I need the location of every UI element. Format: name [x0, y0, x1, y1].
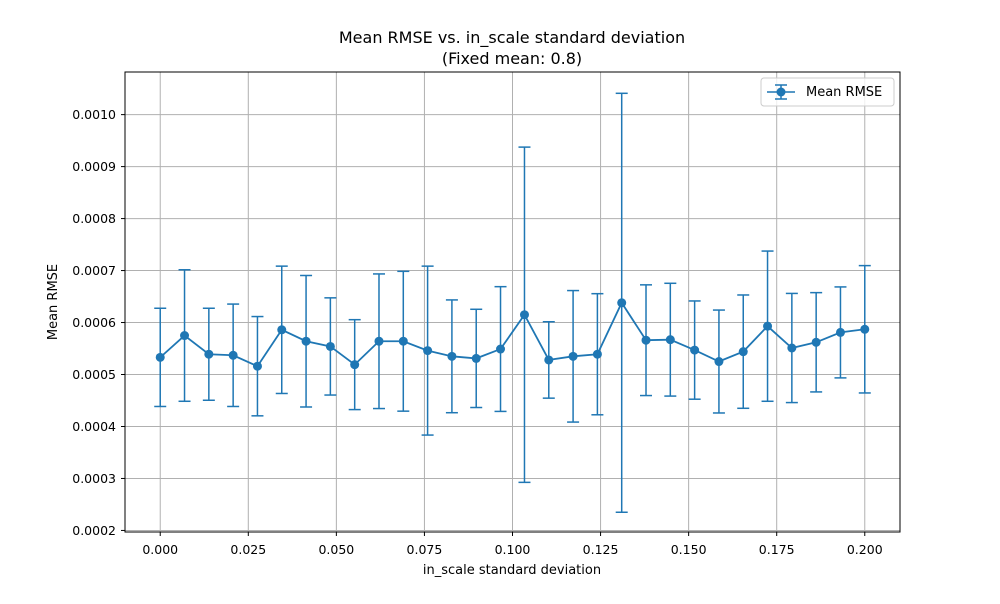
data-point: [714, 357, 724, 367]
x-tick-label: 0.075: [407, 542, 443, 557]
grid-lines: [125, 72, 900, 532]
y-tick-label: 0.0008: [72, 211, 116, 226]
data-point: [471, 353, 481, 363]
data-point: [301, 336, 311, 346]
data-point: [155, 352, 165, 362]
y-tick-label: 0.0010: [72, 107, 116, 122]
data-point: [277, 325, 287, 335]
data-point: [811, 337, 821, 347]
x-tick-label: 0.200: [847, 542, 883, 557]
x-tick-label: 0.175: [759, 542, 795, 557]
series-layer: [154, 92, 871, 513]
data-point: [568, 351, 578, 361]
legend-box: [760, 77, 895, 107]
data-point: [592, 349, 602, 359]
chart-title: Mean RMSE vs. in_scale standard deviatio…: [339, 28, 685, 48]
y-tick-label: 0.0006: [72, 315, 116, 330]
data-point: [835, 327, 845, 337]
data-point: [860, 324, 870, 334]
data-point: [228, 350, 238, 360]
x-tick-label: 0.125: [583, 542, 619, 557]
y-axis-label: Mean RMSE: [46, 264, 61, 340]
data-point: [180, 331, 190, 341]
x-tick-label: 0.100: [495, 542, 531, 557]
data-point: [519, 310, 529, 320]
data-point: [690, 345, 700, 355]
y-tick-label: 0.0009: [72, 159, 116, 174]
data-point: [398, 336, 408, 346]
data-point: [204, 349, 214, 359]
data-point: [738, 347, 748, 357]
data-point: [325, 341, 335, 351]
data-point: [423, 346, 433, 356]
legend: Mean RMSE: [760, 77, 895, 107]
chart-subtitle: (Fixed mean: 0.8): [442, 49, 582, 68]
data-point: [763, 321, 773, 331]
data-point: [544, 355, 554, 365]
data-point: [665, 335, 675, 345]
y-tick-label: 0.0003: [72, 471, 116, 486]
data-point: [447, 351, 457, 361]
data-point: [641, 335, 651, 345]
x-tick-label: 0.050: [318, 542, 354, 557]
y-tick-label: 0.0007: [72, 263, 116, 278]
y-tick-label: 0.0002: [72, 523, 116, 538]
x-axis-label: in_scale standard deviation: [423, 563, 601, 578]
data-point: [496, 344, 506, 354]
data-point: [617, 298, 627, 308]
data-point: [374, 336, 384, 346]
data-point: [787, 343, 797, 353]
x-tick-label: 0.025: [230, 542, 266, 557]
series-line: [159, 300, 865, 368]
axis-ticks: 0.000 0.025 0.050 0.075 0.100 0.125 0.150 0.175…: [72, 107, 882, 557]
plot-frame: [124, 71, 901, 533]
y-tick-label: 0.0004: [72, 419, 116, 434]
y-tick-label: 0.0005: [72, 367, 116, 382]
data-point: [350, 360, 360, 370]
x-tick-label: 0.000: [142, 542, 178, 557]
legend-label: Mean RMSE: [806, 85, 882, 100]
data-point: [252, 361, 262, 371]
legend-marker: [776, 87, 786, 97]
x-tick-label: 0.150: [671, 542, 707, 557]
